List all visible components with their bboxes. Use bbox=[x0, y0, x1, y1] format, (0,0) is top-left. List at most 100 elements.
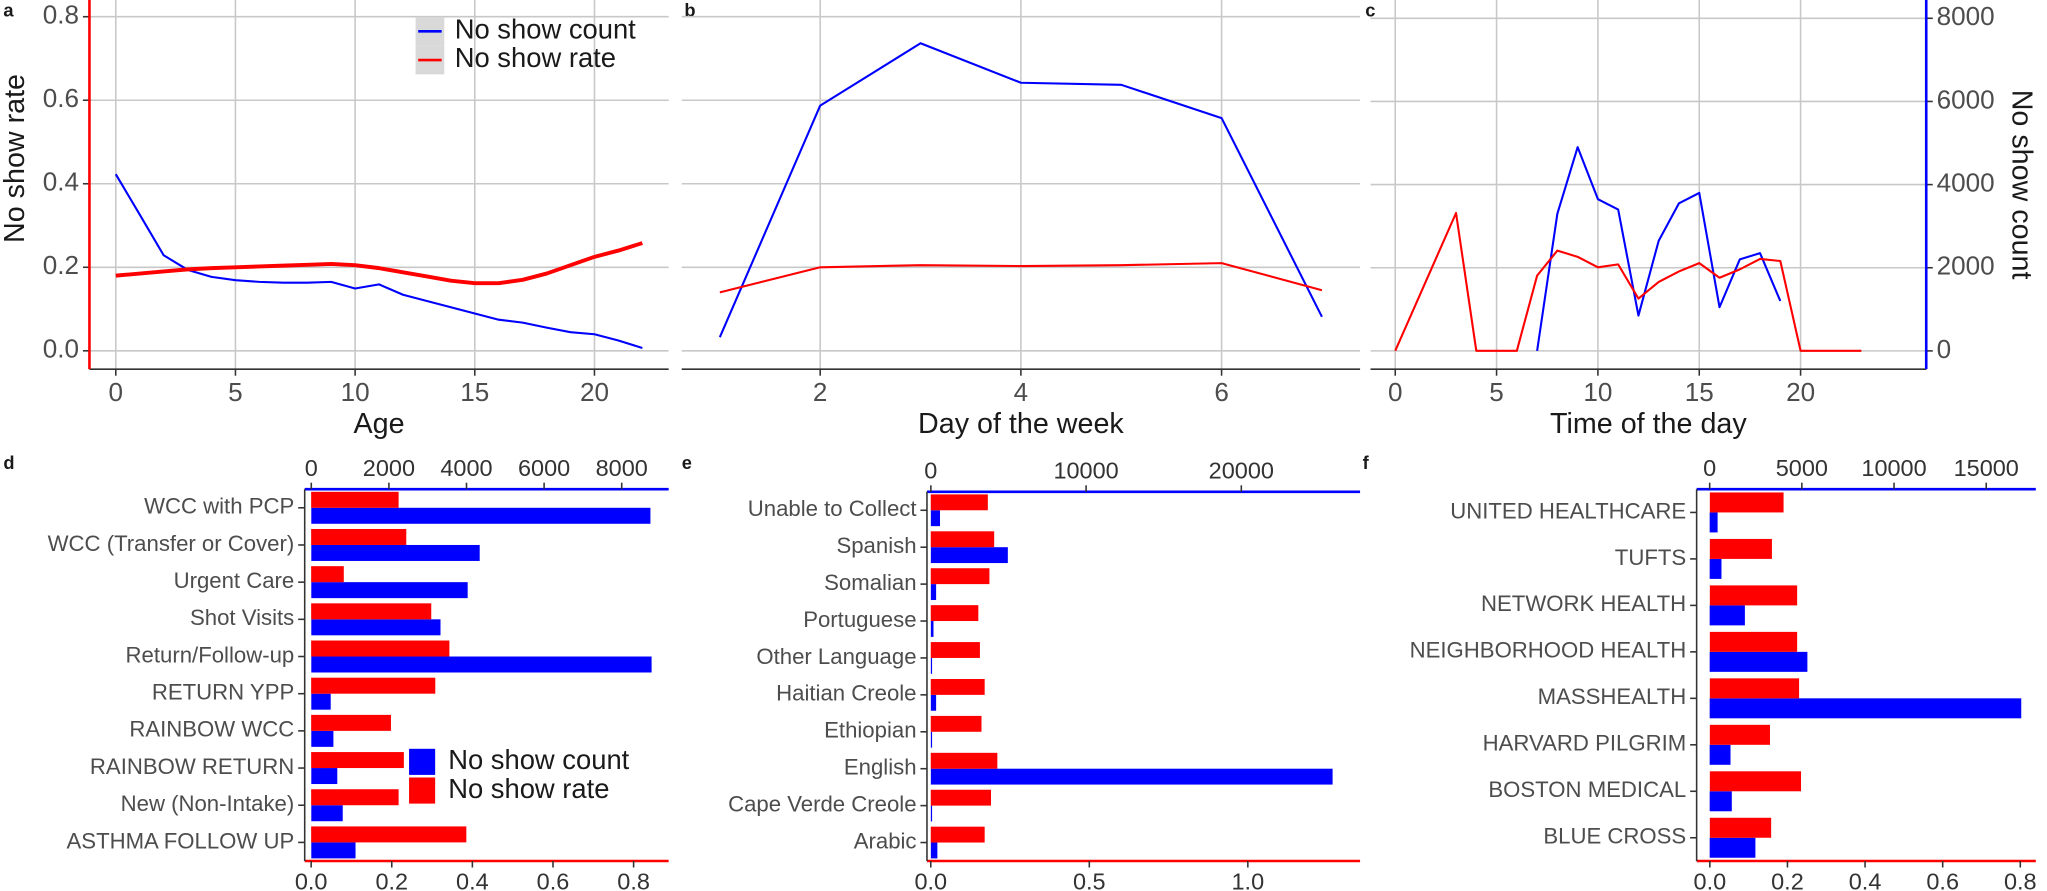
y-tick-label: 0.0 bbox=[43, 334, 79, 364]
panel-label: e bbox=[682, 452, 692, 473]
bar bbox=[311, 826, 467, 843]
x-tick-label: 0 bbox=[109, 377, 124, 407]
category-label: English bbox=[844, 755, 917, 780]
legend-label: No show count bbox=[448, 744, 629, 775]
category-label: New (Non-Intake) bbox=[121, 791, 295, 816]
x-tick-label: 20 bbox=[1786, 377, 1815, 407]
x-tick-label: 0.8 bbox=[617, 868, 650, 891]
data-line bbox=[1536, 146, 1782, 352]
x-tick-label: 0.6 bbox=[537, 868, 570, 891]
x-tick-label: 10 bbox=[341, 377, 370, 407]
x2-tick-label: 20000 bbox=[1209, 457, 1274, 483]
x-tick-label: 0.5 bbox=[1073, 868, 1106, 891]
x-tick-label: 1.0 bbox=[1232, 868, 1265, 891]
x2-tick-label: 10000 bbox=[1053, 457, 1118, 483]
category-label: BOSTON MEDICAL bbox=[1488, 777, 1686, 802]
bar bbox=[930, 731, 933, 748]
category-label: UNITED HEALTHCARE bbox=[1450, 498, 1686, 523]
bar bbox=[930, 752, 998, 769]
panel-label: a bbox=[3, 0, 14, 21]
bar bbox=[930, 510, 941, 527]
category-label: Somalian bbox=[824, 570, 916, 595]
y-axis-title: No show rate bbox=[0, 74, 31, 243]
x-tick-label: 0.2 bbox=[1771, 868, 1804, 891]
x-tick-label: 15 bbox=[1685, 377, 1714, 407]
bar bbox=[311, 582, 468, 599]
bar bbox=[311, 730, 334, 747]
x2-tick-label: 4000 bbox=[440, 455, 492, 481]
category-label: NETWORK HEALTH bbox=[1481, 591, 1686, 616]
bar bbox=[930, 678, 985, 695]
bar bbox=[930, 531, 995, 548]
x-tick-label: 5 bbox=[228, 377, 243, 407]
x-tick-label: 4 bbox=[1014, 377, 1029, 407]
bar bbox=[930, 842, 938, 859]
bar bbox=[930, 805, 933, 822]
category-label: Haitian Creole bbox=[776, 681, 916, 706]
legend-label: No show rate bbox=[455, 42, 616, 73]
x-tick-label: 2 bbox=[813, 377, 828, 407]
x-axis-title: Day of the week bbox=[918, 408, 1124, 440]
y2-tick-label: 4000 bbox=[1937, 167, 1995, 197]
category-label: RAINBOW WCC bbox=[129, 717, 294, 742]
bar bbox=[1709, 837, 1756, 858]
bar bbox=[311, 752, 404, 769]
x2-tick-label: 0 bbox=[924, 457, 937, 483]
bar bbox=[930, 694, 937, 711]
bar bbox=[311, 714, 391, 731]
category-label: Unable to Collect bbox=[748, 496, 917, 521]
x-tick-label: 6 bbox=[1214, 377, 1229, 407]
y-tick-label: 0.8 bbox=[43, 0, 79, 30]
category-label: BLUE CROSS bbox=[1543, 824, 1686, 849]
x-tick-label: 0.4 bbox=[456, 868, 489, 891]
legend-label: No show count bbox=[455, 14, 636, 45]
bar bbox=[1709, 651, 1808, 672]
x-axis-title: Time of the day bbox=[1550, 408, 1747, 440]
y2-tick-label: 2000 bbox=[1937, 251, 1995, 281]
x-tick-label: 20 bbox=[580, 377, 609, 407]
bar bbox=[1709, 512, 1718, 533]
legend-key bbox=[409, 777, 436, 804]
bar bbox=[1709, 678, 1800, 699]
category-label: WCC with PCP bbox=[144, 494, 294, 519]
bar bbox=[1709, 558, 1722, 579]
bar bbox=[311, 528, 407, 545]
bar bbox=[1709, 585, 1798, 606]
x2-tick-label: 10000 bbox=[1861, 455, 1926, 481]
bar bbox=[311, 507, 651, 524]
bar bbox=[930, 494, 988, 511]
x2-tick-label: 15000 bbox=[1954, 455, 2019, 481]
bar bbox=[1709, 771, 1802, 792]
bar bbox=[930, 657, 933, 674]
x2-tick-label: 5000 bbox=[1776, 455, 1828, 481]
bar bbox=[930, 568, 990, 585]
category-label: RAINBOW RETURN bbox=[90, 754, 294, 779]
bar bbox=[311, 566, 344, 583]
bar bbox=[1709, 744, 1731, 765]
bar bbox=[1709, 698, 2022, 719]
bar bbox=[1709, 791, 1732, 812]
x-tick-label: 0.8 bbox=[2004, 868, 2037, 891]
x-tick-label: 0 bbox=[1388, 377, 1403, 407]
x-tick-label: 0.2 bbox=[375, 868, 408, 891]
category-label: MASSHEALTH bbox=[1538, 684, 1687, 709]
legend-key bbox=[409, 748, 436, 775]
bar bbox=[1709, 631, 1798, 652]
y-tick-label: 0.4 bbox=[43, 167, 79, 197]
bar bbox=[930, 605, 979, 622]
category-label: Shot Visits bbox=[190, 605, 294, 630]
panel-label: c bbox=[1365, 0, 1375, 21]
bar bbox=[311, 677, 436, 694]
y-tick-label: 0.6 bbox=[43, 83, 79, 113]
bar bbox=[930, 715, 982, 732]
x-tick-label: 5 bbox=[1489, 377, 1504, 407]
x-tick-label: 10 bbox=[1583, 377, 1612, 407]
bar bbox=[1709, 817, 1772, 838]
bar bbox=[930, 789, 992, 806]
x-tick-label: 0.0 bbox=[914, 868, 947, 891]
panel-label: f bbox=[1363, 452, 1370, 473]
bar bbox=[311, 768, 338, 785]
category-label: Portuguese bbox=[803, 607, 916, 632]
